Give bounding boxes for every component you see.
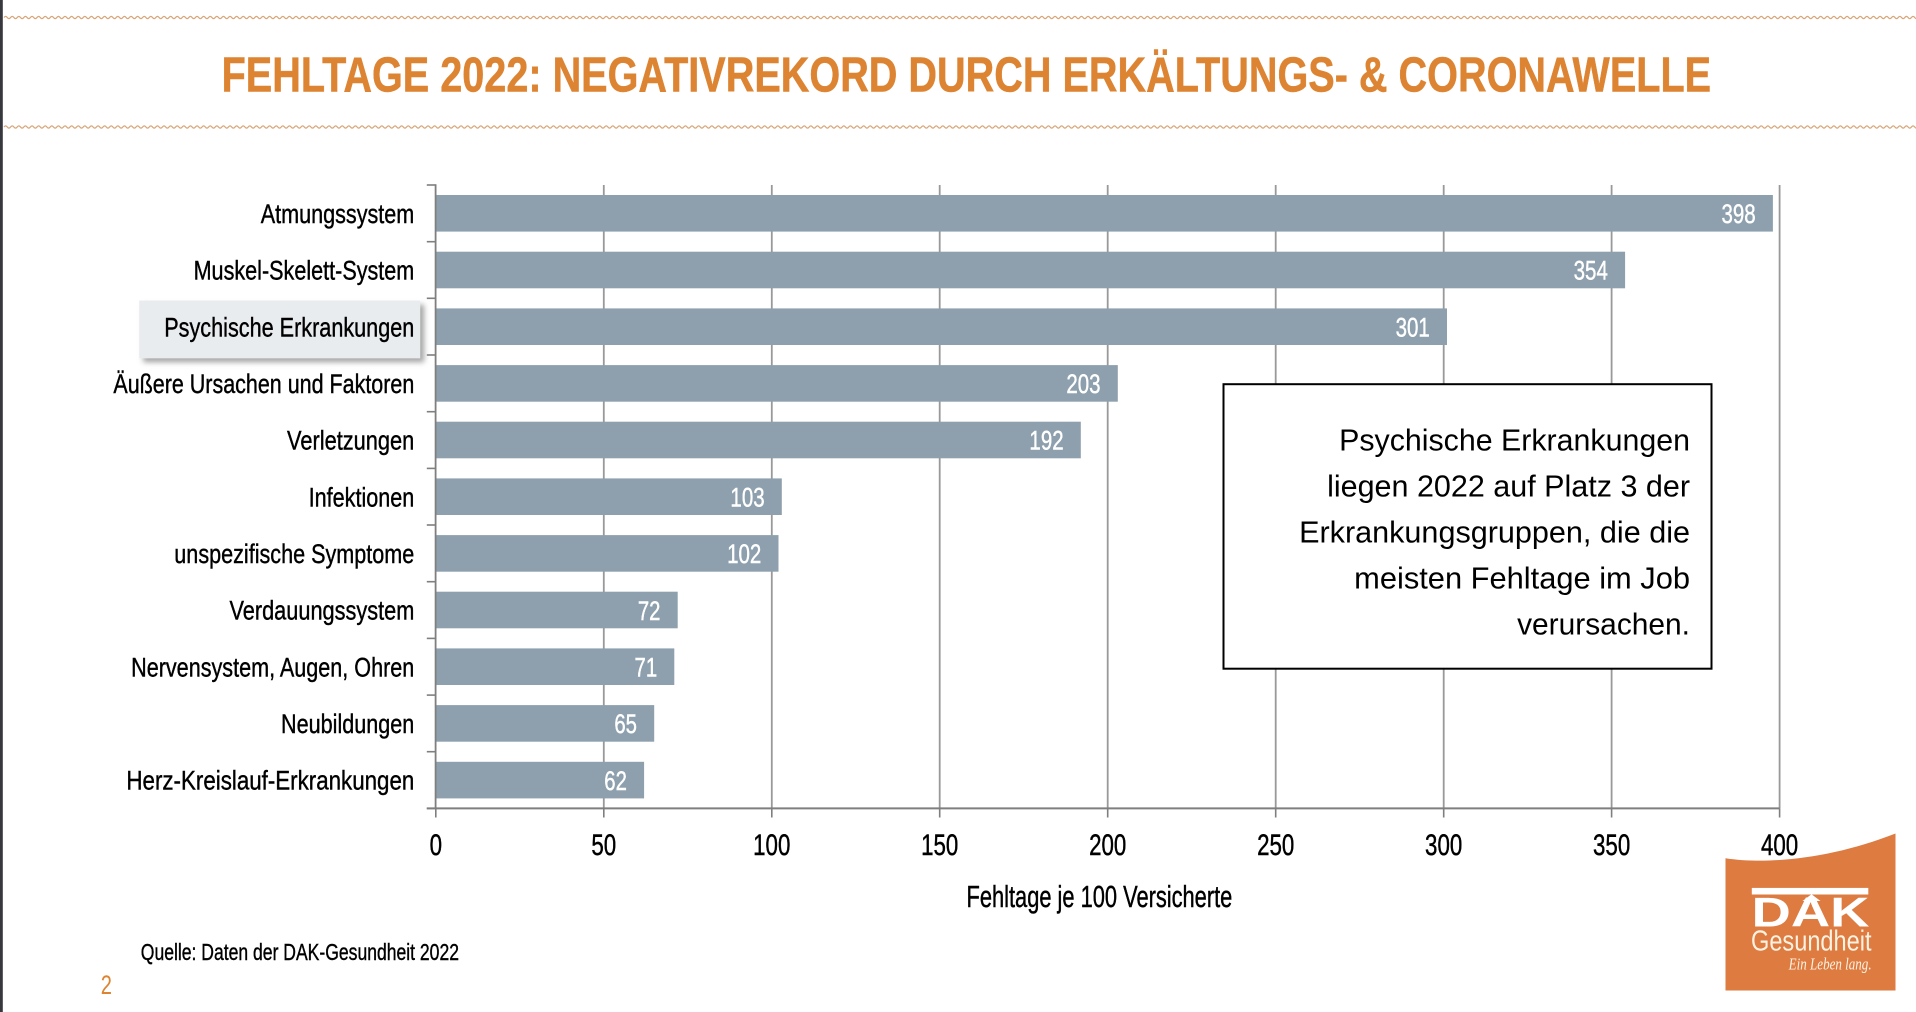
svg-text:62: 62 xyxy=(604,766,627,797)
svg-text:350: 350 xyxy=(1593,828,1630,862)
svg-text:verursachen.: verursachen. xyxy=(1517,607,1690,642)
svg-text:250: 250 xyxy=(1257,828,1294,862)
svg-text:Erkrankungsgruppen, die die: Erkrankungsgruppen, die die xyxy=(1299,514,1690,549)
svg-text:Verdauungssystem: Verdauungssystem xyxy=(229,597,414,627)
svg-text:102: 102 xyxy=(727,539,761,569)
svg-text:Äußere Ursachen und Faktoren: Äußere Ursachen und Faktoren xyxy=(113,370,414,400)
svg-text:Infektionen: Infektionen xyxy=(309,483,415,513)
svg-text:103: 103 xyxy=(730,483,764,513)
svg-text:Psychische Erkrankungen: Psychische Erkrankungen xyxy=(1339,422,1690,457)
svg-text:100: 100 xyxy=(753,828,790,862)
svg-text:Herz-Kreislauf-Erkrankungen: Herz-Kreislauf-Erkrankungen xyxy=(126,767,414,796)
svg-text:2: 2 xyxy=(101,970,112,1001)
svg-text:354: 354 xyxy=(1574,256,1608,286)
svg-text:200: 200 xyxy=(1089,828,1126,862)
svg-text:Verletzungen: Verletzungen xyxy=(287,427,414,457)
svg-text:50: 50 xyxy=(591,828,616,862)
svg-text:203: 203 xyxy=(1066,369,1100,399)
svg-text:0: 0 xyxy=(430,828,442,862)
svg-text:unspezifische Symptome: unspezifische Symptome xyxy=(174,540,414,570)
svg-text:65: 65 xyxy=(614,709,637,740)
svg-text:301: 301 xyxy=(1396,313,1430,343)
svg-text:150: 150 xyxy=(921,828,958,862)
svg-text:72: 72 xyxy=(638,596,661,627)
svg-text:192: 192 xyxy=(1029,426,1063,456)
svg-text:FEHLTAGE 2022: NEGATIVREKORD D: FEHLTAGE 2022: NEGATIVREKORD DURCH ERKÄL… xyxy=(222,49,1711,103)
svg-text:71: 71 xyxy=(635,653,658,684)
svg-text:Atmungssystem: Atmungssystem xyxy=(261,200,415,230)
svg-text:Neubildungen: Neubildungen xyxy=(281,710,414,740)
svg-text:400: 400 xyxy=(1761,828,1798,862)
svg-text:meisten Fehltage im Job: meisten Fehltage im Job xyxy=(1354,561,1690,596)
svg-text:Muskel-Skelett-System: Muskel-Skelett-System xyxy=(194,256,415,286)
svg-text:398: 398 xyxy=(1721,199,1755,229)
svg-text:Gesundheit: Gesundheit xyxy=(1751,924,1872,957)
svg-text:Fehltage je 100 Versicherte: Fehltage je 100 Versicherte xyxy=(967,879,1233,914)
svg-text:300: 300 xyxy=(1425,828,1462,862)
svg-text:Psychische Erkrankungen: Psychische Erkrankungen xyxy=(164,313,414,343)
svg-text:Quelle: Daten der DAK-Gesundhe: Quelle: Daten der DAK-Gesundheit 2022 xyxy=(141,939,459,965)
svg-text:liegen 2022 auf Platz 3 der: liegen 2022 auf Platz 3 der xyxy=(1327,468,1690,503)
svg-text:Ein Leben lang.: Ein Leben lang. xyxy=(1788,955,1872,974)
svg-text:Nervensystem, Augen, Ohren: Nervensystem, Augen, Ohren xyxy=(131,653,414,683)
